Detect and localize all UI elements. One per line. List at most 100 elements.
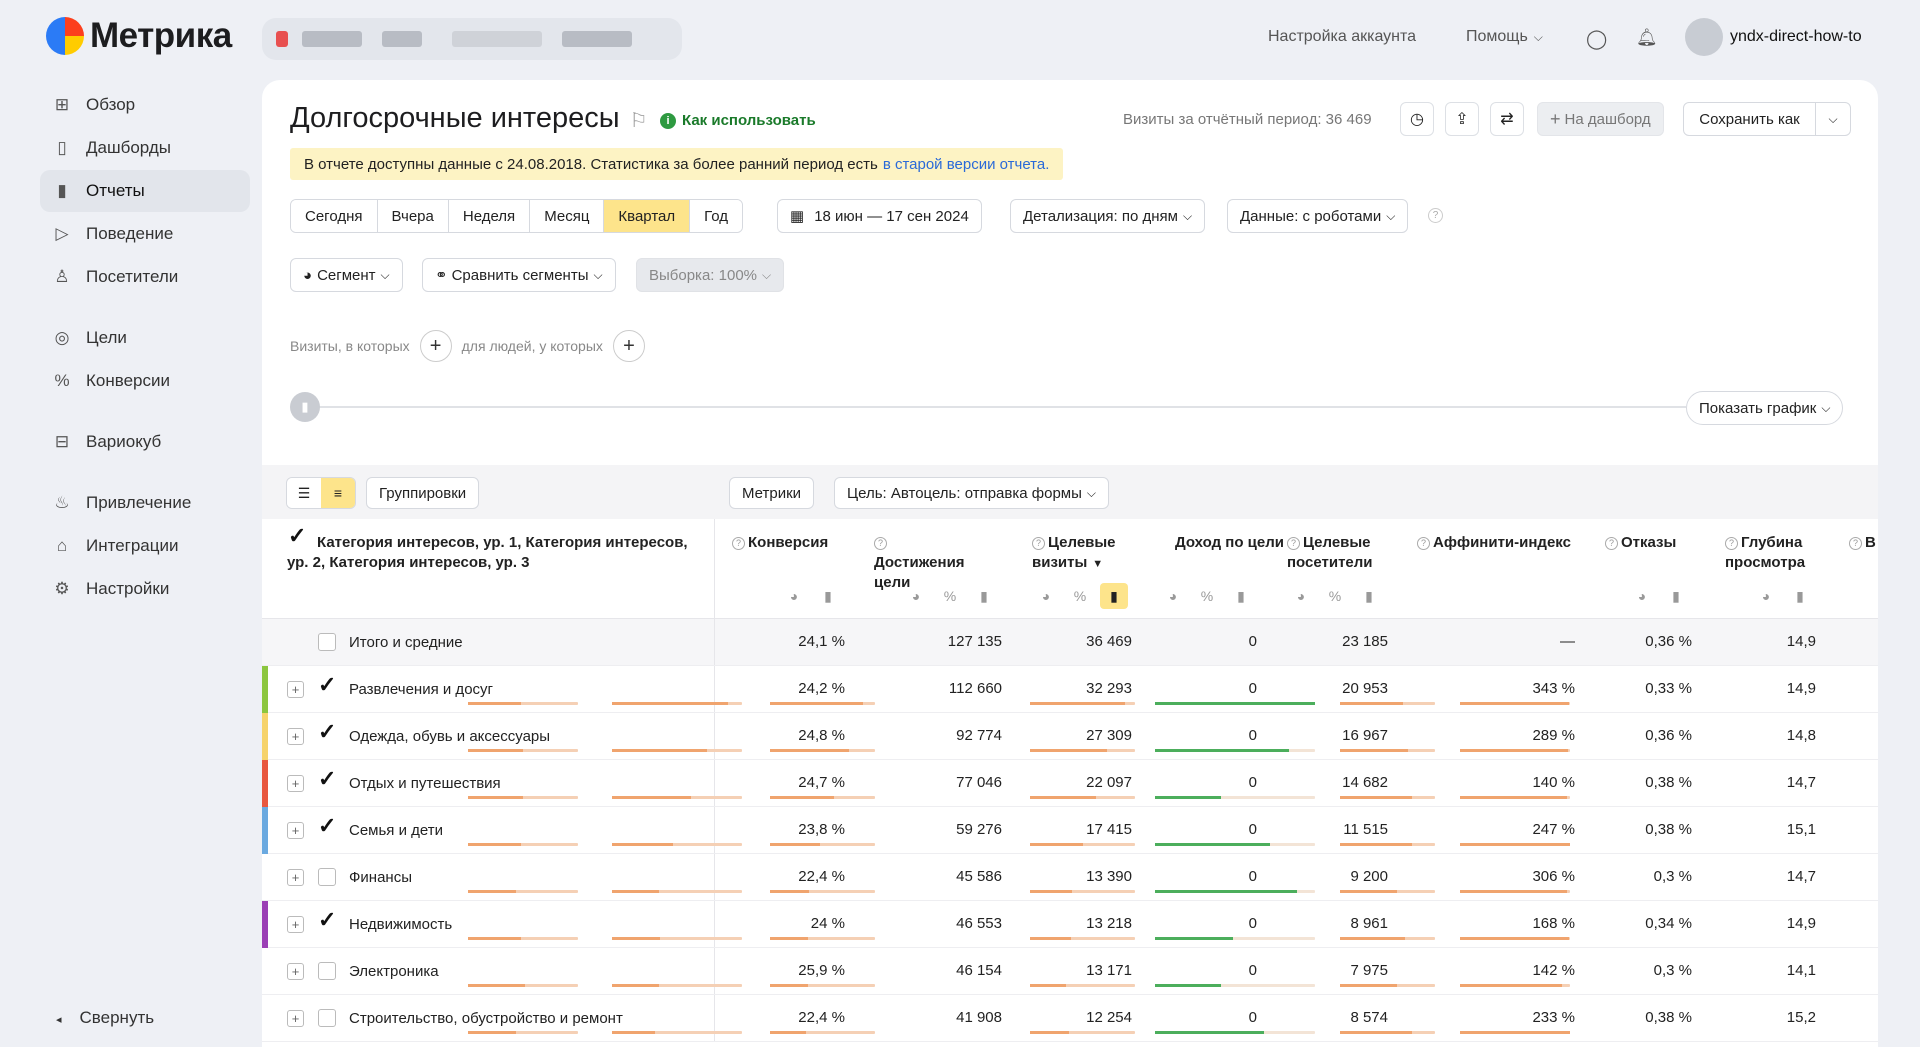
bar-chart-icon[interactable]: ▮	[980, 587, 988, 604]
bar-chart-icon[interactable]: ▮	[1796, 587, 1804, 604]
total-row[interactable]: Итого и средние 24,1 % 127 135 36 469 0 23 18…	[262, 619, 1878, 666]
row-checkbox[interactable]	[318, 962, 336, 980]
bar-chart-icon[interactable]: ▮	[1672, 587, 1680, 604]
table-row[interactable]: + Электроника 25,9 % 46 154 13 171 0 7 975 142 …	[262, 948, 1878, 995]
sidebar-item-reports[interactable]: ▮ Отчеты	[40, 170, 250, 212]
pie-chart-icon[interactable]: ◕	[1168, 588, 1178, 604]
metrics-button[interactable]: Метрики	[729, 477, 815, 509]
sidebar-item-goals[interactable]: ◎ Цели	[40, 317, 250, 359]
compare-segments-dropdown[interactable]: ⚭ Сравнить сегменты ⌵	[422, 258, 616, 292]
bookmark-icon[interactable]: ⚐	[629, 110, 648, 132]
pie-chart-icon[interactable]: ◕	[1637, 588, 1647, 604]
expand-row-icon[interactable]: +	[287, 728, 304, 745]
table-row[interactable]: + Одежда, обувь и аксессуары 24,8 % 92 774 2…	[262, 713, 1878, 760]
col-bounces[interactable]: ? Отказы	[1605, 533, 1676, 553]
table-row[interactable]: + Недвижимость 24 % 46 553 13 218 0 8 961 168 %…	[262, 901, 1878, 948]
compare-button[interactable]: ⇄	[1490, 102, 1524, 136]
expand-row-icon[interactable]: +	[287, 1010, 304, 1027]
col-depth[interactable]: ? Глубина просмотра	[1725, 533, 1825, 573]
period-yesterday[interactable]: Вчера	[377, 200, 449, 232]
sidebar-item-variocube[interactable]: ⊟ Вариокуб	[40, 421, 250, 463]
add-people-condition-button[interactable]: +	[612, 330, 645, 362]
row-checkbox[interactable]	[318, 633, 336, 651]
row-checkbox[interactable]	[318, 1009, 336, 1027]
bar-chart-icon[interactable]: ▮	[824, 587, 832, 604]
percent-icon[interactable]: %	[1200, 588, 1214, 604]
how-to-use-link[interactable]: i Как использовать	[660, 112, 816, 129]
pie-chart-icon[interactable]: ◕	[1296, 588, 1306, 604]
segment-dropdown[interactable]: ◕ Сегмент ⌵	[290, 258, 403, 292]
goal-dropdown[interactable]: Цель: Автоцель: отправка формы ⌵	[834, 477, 1109, 509]
sidebar-item-behavior[interactable]: ▷ Поведение	[40, 213, 250, 255]
counter-selector[interactable]	[262, 18, 682, 60]
row-checkbox[interactable]	[318, 907, 336, 933]
expand-row-icon[interactable]: +	[287, 681, 304, 698]
row-checkbox[interactable]	[318, 813, 336, 839]
logo[interactable]: Метрика	[46, 16, 232, 56]
table-row[interactable]: + Отдых и путешествия 24,7 % 77 046 22 097 0 1…	[262, 760, 1878, 807]
percent-icon[interactable]: %	[943, 588, 957, 604]
sample-dropdown[interactable]: Выборка: 100% ⌵	[636, 258, 785, 292]
date-range-picker[interactable]: ▦ 18 июн — 17 сен 2024	[777, 199, 982, 233]
sidebar-item-acquisition[interactable]: ♨ Привлечение	[40, 482, 250, 524]
period-month[interactable]: Месяц	[530, 200, 605, 232]
add-visit-condition-button[interactable]: +	[419, 330, 452, 362]
bell-icon[interactable]: 🔔︎	[1636, 28, 1658, 47]
sidebar-item-conversions[interactable]: % Конверсии	[40, 360, 250, 402]
sidebar-item-overview[interactable]: ⊞ Обзор	[40, 84, 250, 126]
col-time[interactable]: ?В на с	[1849, 533, 1878, 553]
detail-dropdown[interactable]: Детализация: по дням ⌵	[1010, 199, 1206, 233]
history-button[interactable]: ◷	[1400, 102, 1434, 136]
show-graph-button[interactable]: Показать график ⌵	[1686, 391, 1844, 425]
col-affinity[interactable]: ? Аффинити-индекс	[1417, 533, 1571, 553]
user-name[interactable]: yndx-direct-how-to	[1730, 28, 1862, 46]
help-icon[interactable]: ?	[1428, 208, 1443, 223]
col-target-visitors[interactable]: ? Целевые посетители	[1287, 533, 1387, 573]
chart-icon[interactable]: ▮	[290, 392, 320, 422]
bar-chart-icon[interactable]: ▮	[1100, 583, 1128, 609]
col-target-visits[interactable]: ? Целевые визиты ▼	[1032, 533, 1142, 574]
select-all-checkbox[interactable]	[288, 523, 306, 549]
percent-icon[interactable]: %	[1073, 588, 1087, 604]
groupings-button[interactable]: Группировки	[366, 477, 480, 509]
export-button[interactable]: ⇪	[1445, 102, 1479, 136]
bar-chart-icon[interactable]: ▮	[1237, 587, 1245, 604]
sidebar-item-visitors[interactable]: ♙ Посетители	[40, 256, 250, 298]
collapse-sidebar-button[interactable]: ◂ Свернуть	[56, 1008, 154, 1028]
expand-row-icon[interactable]: +	[287, 775, 304, 792]
data-filter-dropdown[interactable]: Данные: с роботами ⌵	[1227, 199, 1409, 233]
expand-row-icon[interactable]: +	[287, 963, 304, 980]
col-goal-reaches[interactable]: ? Достижения цели	[874, 533, 974, 593]
expand-row-icon[interactable]: +	[287, 822, 304, 839]
col-conversion[interactable]: ? Конверсия	[732, 533, 828, 553]
table-row[interactable]: + Развлечения и досуг 24,2 % 112 660 32 293 0…	[262, 666, 1878, 713]
save-as-button[interactable]: Сохранить как	[1683, 102, 1816, 136]
col-goal-revenue[interactable]: Доход по цели	[1174, 533, 1284, 553]
chat-icon[interactable]: ◯	[1586, 29, 1608, 50]
sidebar-item-integrations[interactable]: ⌂ Интеграции	[40, 525, 250, 567]
avatar[interactable]	[1685, 18, 1723, 56]
table-row[interactable]: + Финансы 22,4 % 45 586 13 390 0 9 200 306 % 0,3…	[262, 854, 1878, 901]
save-as-menu-button[interactable]: ⌵	[1815, 102, 1851, 136]
expand-row-icon[interactable]: +	[287, 869, 304, 886]
period-today[interactable]: Сегодня	[291, 200, 378, 232]
expand-row-icon[interactable]: +	[287, 916, 304, 933]
pie-chart-icon[interactable]: ◕	[1761, 588, 1771, 604]
table-row[interactable]: + Семья и дети 23,8 % 59 276 17 415 0 11 515 24…	[262, 807, 1878, 854]
row-checkbox[interactable]	[318, 868, 336, 886]
period-quarter[interactable]: Квартал	[604, 200, 691, 232]
row-checkbox[interactable]	[318, 672, 336, 698]
to-dashboard-button[interactable]: + На дашборд	[1537, 102, 1664, 136]
account-settings-link[interactable]: Настройка аккаунта	[1268, 28, 1416, 46]
sidebar-item-settings[interactable]: ⚙ Настройки	[40, 568, 250, 610]
bar-chart-icon[interactable]: ▮	[1365, 587, 1373, 604]
tree-view-icon[interactable]: ≡	[321, 478, 355, 508]
list-view-icon[interactable]: ☰	[287, 478, 321, 508]
table-row[interactable]: + Строительство, обустройство и ремонт 22,…	[262, 995, 1878, 1042]
pie-chart-icon[interactable]: ◕	[789, 588, 799, 604]
period-year[interactable]: Год	[690, 200, 743, 232]
period-week[interactable]: Неделя	[448, 200, 531, 232]
percent-icon[interactable]: %	[1328, 588, 1342, 604]
help-menu[interactable]: Помощь ⌵	[1466, 28, 1543, 46]
row-checkbox[interactable]	[318, 719, 336, 745]
